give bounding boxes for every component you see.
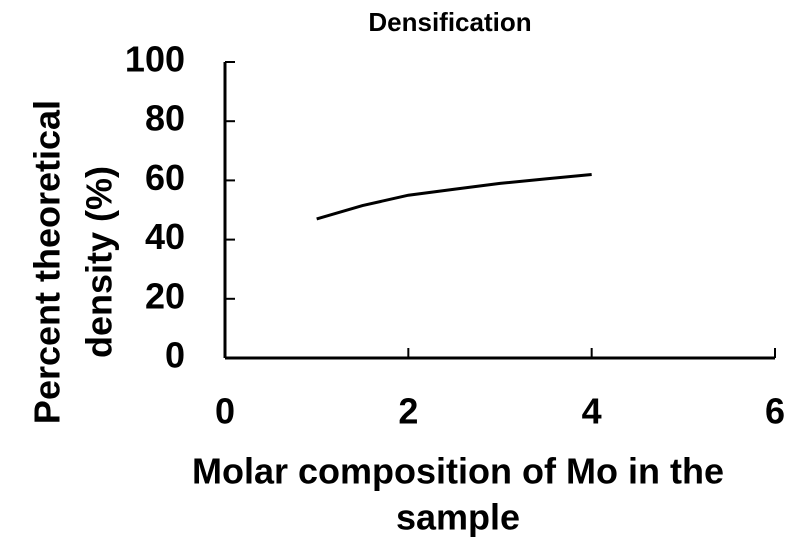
data-line	[316, 172, 592, 221]
x-tick-label: 2	[398, 391, 418, 432]
x-tick-label: 4	[582, 391, 602, 432]
y-tick-label: 80	[145, 98, 185, 139]
y-tick-label: 100	[125, 39, 185, 80]
y-tick-label: 20	[145, 275, 185, 316]
x-tick-label: 0	[215, 391, 235, 432]
y-axis-title: Percent theoretical	[27, 100, 68, 424]
y-tick-label: 0	[165, 335, 185, 376]
y-axis-title: density (%)	[79, 166, 120, 358]
x-tick-label: 6	[765, 391, 785, 432]
y-tick-label: 40	[145, 216, 185, 257]
y-tick-label: 60	[145, 157, 185, 198]
x-axis-title: Molar composition of Mo in the	[192, 451, 724, 492]
chart-title: Densification	[368, 7, 531, 37]
x-axis-title: sample	[396, 497, 520, 538]
